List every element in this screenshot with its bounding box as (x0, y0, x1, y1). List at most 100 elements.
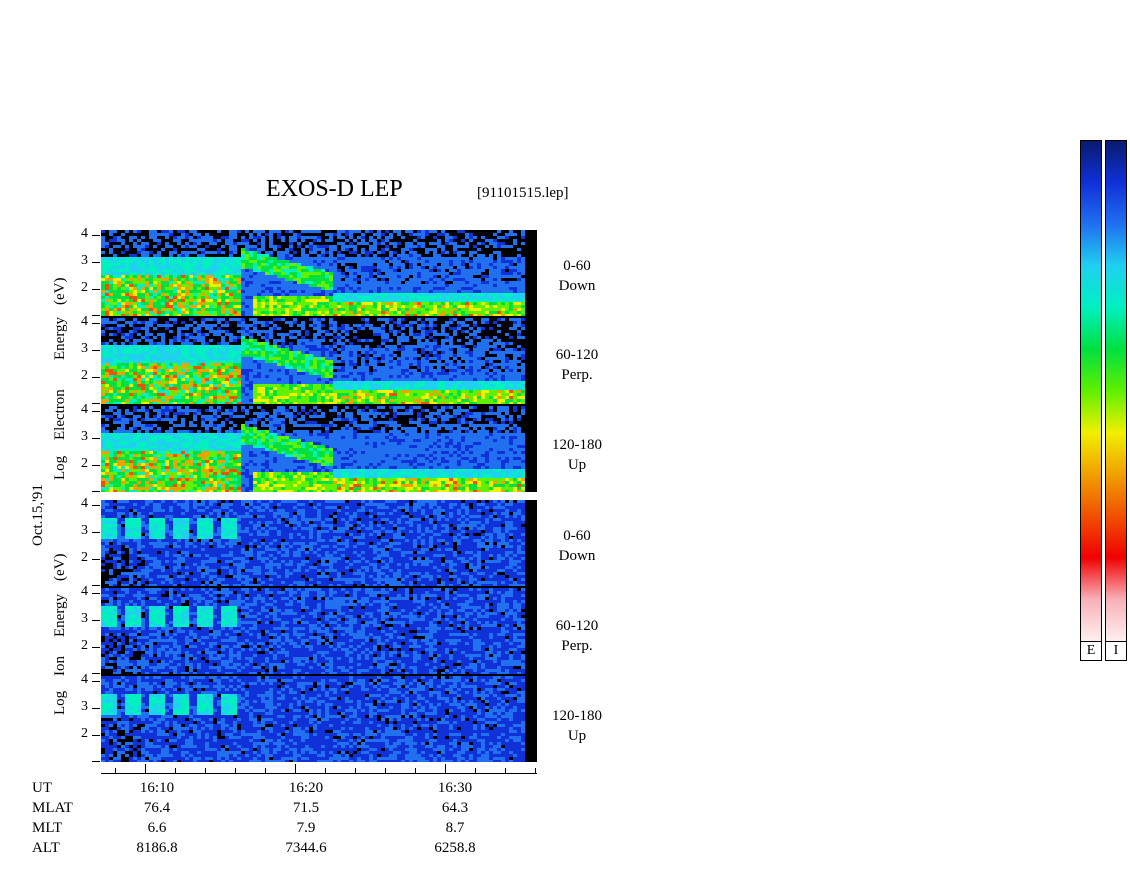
spectrogram-cell (325, 387, 329, 390)
spectrogram-cell (261, 396, 265, 399)
spectrogram-cell (197, 369, 201, 372)
spectrogram-cell (117, 296, 121, 299)
spectrogram-cell (421, 284, 425, 287)
spectrogram-cell (341, 330, 345, 333)
spectrogram-cell (517, 278, 521, 281)
spectrogram-cell (129, 251, 133, 254)
spectrogram-cell (125, 327, 129, 330)
spectrogram-cell (285, 236, 289, 239)
spectrogram-cell (109, 384, 113, 387)
spectrogram-cell (293, 339, 297, 342)
spectrogram-cell (465, 248, 469, 251)
spectrogram-cell (149, 281, 153, 284)
spectrogram-cell (177, 372, 181, 375)
spectrogram-cell (269, 363, 273, 366)
spectrogram-cell (205, 351, 209, 354)
spectrogram-cell (485, 242, 489, 245)
spectrogram-cell (357, 351, 361, 354)
spectrogram-cell (345, 399, 349, 402)
spectrogram-cell (397, 239, 401, 242)
spectrogram-cell (301, 345, 305, 348)
spectrogram-cell (505, 245, 509, 248)
spectrogram-cell (273, 372, 277, 375)
spectrogram-cell (373, 242, 377, 245)
spectrogram-cell (521, 290, 525, 293)
spectrogram-cell (473, 311, 477, 314)
spectrogram-cell (377, 314, 381, 316)
spectrogram-cell (373, 266, 377, 269)
spectrogram-cell (157, 260, 161, 263)
spectrogram-cell (233, 324, 237, 327)
spectrogram-cell (469, 308, 473, 311)
spectrogram-cell (521, 311, 525, 314)
spectrogram-cell (469, 242, 473, 245)
spectrogram-cell (349, 384, 353, 387)
spectrogram-cell (333, 260, 337, 263)
spectrogram-cell (321, 381, 325, 384)
spectrogram-cell (289, 354, 293, 357)
spectrogram-cell (197, 311, 201, 314)
spectrogram-cell (309, 396, 313, 399)
spectrogram-cell (333, 375, 337, 378)
spectrogram-cell (165, 384, 169, 387)
spectrogram-cell (201, 284, 205, 287)
spectrogram-cell (249, 242, 253, 245)
spectrogram-cell (405, 275, 409, 278)
spectrogram-cell (445, 281, 449, 284)
spectrogram-cell (213, 242, 217, 245)
spectrogram-cell (113, 251, 117, 254)
spectrogram-cell (237, 242, 241, 245)
spectrogram-cell (337, 308, 341, 311)
spectrogram-cell (517, 296, 521, 299)
spectrogram-cell (301, 251, 305, 254)
spectrogram-cell (469, 230, 473, 233)
spectrogram-cell (213, 399, 217, 402)
spectrogram-cell (173, 236, 177, 239)
spectrogram-cell (377, 272, 381, 275)
spectrogram-cell (185, 366, 189, 369)
spectrogram-cell (389, 245, 393, 248)
spectrogram-cell (125, 396, 129, 399)
spectrogram-cell (321, 366, 325, 369)
spectrogram-cell (425, 308, 429, 311)
spectrogram-cell (477, 236, 481, 239)
spectrogram-cell (325, 366, 329, 369)
spectrogram-cell (201, 336, 205, 339)
spectrogram-cell (437, 260, 441, 263)
spectrogram-cell (109, 396, 113, 399)
spectrogram-cell (321, 296, 325, 299)
spectrogram-cell (261, 302, 265, 305)
spectrogram-cell (473, 275, 477, 278)
spectrogram-cell (193, 348, 197, 351)
spectrogram-cell (313, 345, 317, 348)
spectrogram-cell (149, 351, 153, 354)
spectrogram-cell (285, 296, 289, 299)
spectrogram-cell (129, 263, 133, 266)
spectrogram-cell (169, 272, 173, 275)
spectrogram-cell (301, 260, 305, 263)
spectrogram-cell (257, 384, 261, 387)
spectrogram-cell (213, 296, 217, 299)
spectrogram-cell (157, 384, 161, 387)
spectrogram-cell (225, 254, 229, 257)
spectrogram-cell (349, 230, 353, 233)
spectrogram-cell (257, 266, 261, 269)
spectrogram-cell (337, 372, 341, 375)
spectrogram-cell (105, 242, 109, 245)
spectrogram-cell (229, 321, 233, 324)
spectrogram-cell (245, 399, 249, 402)
spectrogram-cell (193, 296, 197, 299)
spectrogram-cell (413, 299, 417, 302)
spectrogram-cell (185, 254, 189, 257)
spectrogram-cell (513, 269, 517, 272)
spectrogram-cell (369, 293, 373, 296)
spectrogram-cell (101, 239, 105, 242)
spectrogram-cell (217, 269, 221, 272)
spectrogram-cell (405, 293, 409, 296)
spectrogram-cell (105, 336, 109, 339)
spectrogram-cell (357, 230, 361, 233)
spectrogram-cell (469, 293, 473, 296)
spectrogram-cell (489, 239, 493, 242)
spectrogram-cell (157, 296, 161, 299)
spectrogram-cell (445, 248, 449, 251)
